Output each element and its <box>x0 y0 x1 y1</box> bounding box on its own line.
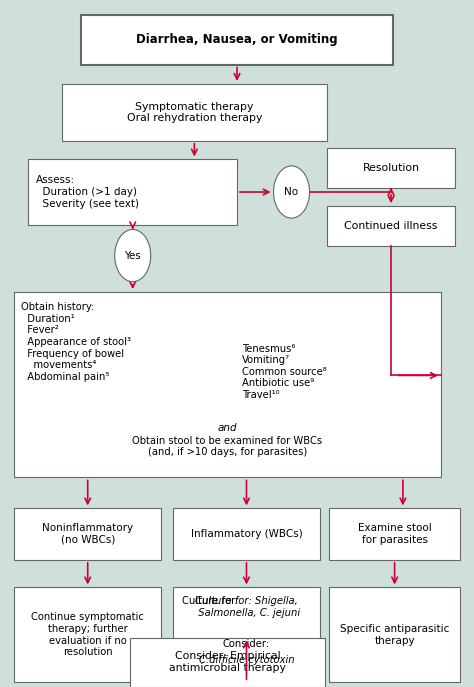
Text: Obtain history:
  Duration¹
  Fever²
  Appearance of stool³
  Frequency of bowel: Obtain history: Duration¹ Fever² Appeara… <box>21 302 131 382</box>
Text: Noninflammatory
(no WBCs): Noninflammatory (no WBCs) <box>42 523 133 545</box>
Text: and: and <box>218 423 237 433</box>
Circle shape <box>273 166 310 218</box>
FancyBboxPatch shape <box>62 84 327 141</box>
Circle shape <box>115 229 151 282</box>
Text: Inflammatory (WBCs): Inflammatory (WBCs) <box>191 529 302 539</box>
Text: Obtain stool to be examined for WBCs
(and, if >10 days, for parasites): Obtain stool to be examined for WBCs (an… <box>132 436 323 458</box>
Text: Tenesmus⁶
Vomiting⁷
Common source⁸
Antibiotic use⁹
Travel¹⁰: Tenesmus⁶ Vomiting⁷ Common source⁸ Antib… <box>242 344 327 400</box>
Text: Specific antiparasitic
therapy: Specific antiparasitic therapy <box>340 624 449 646</box>
Text: Diarrhea, Nausea, or Vomiting: Diarrhea, Nausea, or Vomiting <box>136 34 338 46</box>
FancyBboxPatch shape <box>14 508 161 560</box>
Text: Culture for: Shigella,
  Salmonella, C. jejuni: Culture for: Shigella, Salmonella, C. je… <box>192 596 301 618</box>
Text: C.difficile cytotoxin: C.difficile cytotoxin <box>199 655 294 665</box>
FancyBboxPatch shape <box>173 508 320 560</box>
Text: Continue symptomatic
therapy; further
evaluation if no
resolution: Continue symptomatic therapy; further ev… <box>31 612 144 657</box>
FancyBboxPatch shape <box>14 292 441 477</box>
Text: Resolution: Resolution <box>363 163 419 172</box>
Text: Symptomatic therapy
Oral rehydration therapy: Symptomatic therapy Oral rehydration the… <box>127 102 262 123</box>
FancyBboxPatch shape <box>329 587 460 682</box>
Text: Assess:
  Duration (>1 day)
  Severity (see text): Assess: Duration (>1 day) Severity (see … <box>36 175 138 209</box>
Text: Examine stool
for parasites: Examine stool for parasites <box>358 523 431 545</box>
FancyBboxPatch shape <box>28 159 237 225</box>
FancyBboxPatch shape <box>81 15 393 65</box>
Text: Consider:: Consider: <box>223 639 270 649</box>
Text: Consider: Empirical
antimicrobial therapy: Consider: Empirical antimicrobial therap… <box>169 651 286 673</box>
FancyBboxPatch shape <box>329 508 460 560</box>
FancyBboxPatch shape <box>327 148 455 188</box>
FancyBboxPatch shape <box>14 587 161 682</box>
FancyBboxPatch shape <box>327 206 455 246</box>
Text: Culture for:: Culture for: <box>182 596 238 607</box>
Text: Continued illness: Continued illness <box>345 221 438 231</box>
FancyBboxPatch shape <box>130 638 325 687</box>
Text: Yes: Yes <box>124 251 141 260</box>
Text: No: No <box>284 187 299 197</box>
FancyBboxPatch shape <box>173 587 320 682</box>
